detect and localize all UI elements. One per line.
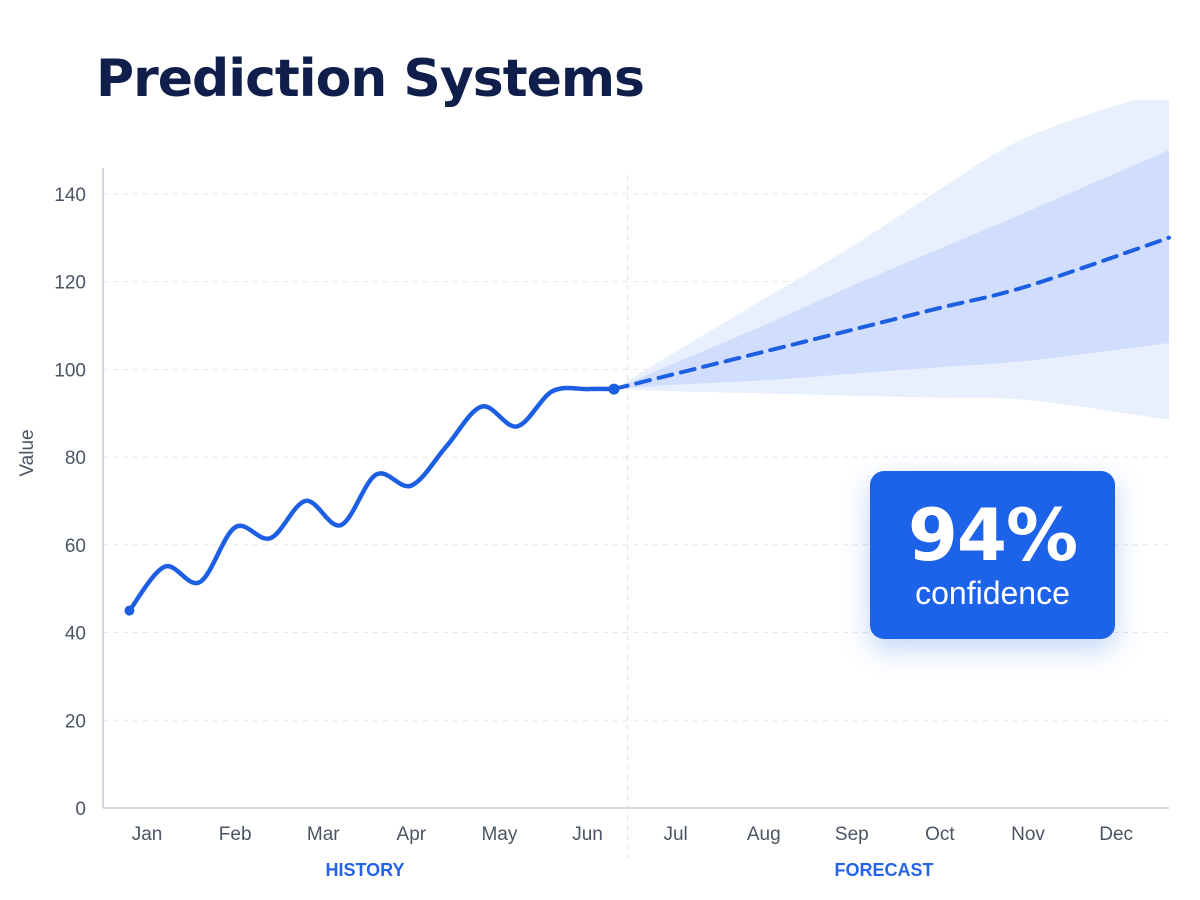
x-tick-label-nov: Nov (1011, 824, 1045, 845)
gridlines (103, 193, 1169, 721)
x-tick-label-jun: Jun (572, 824, 603, 845)
confidence-label: confidence (915, 575, 1070, 611)
x-tick-label-may: May (481, 824, 517, 845)
y-tick-label-100: 100 (54, 360, 86, 381)
x-tick-label-jul: Jul (663, 824, 687, 845)
inner-confidence-band (614, 150, 1169, 390)
x-tick-label-jan: Jan (132, 824, 163, 845)
x-tick-label-apr: Apr (397, 824, 427, 845)
axes (102, 168, 1169, 858)
page-title: Prediction Systems (96, 49, 645, 109)
x-tick-label-dec: Dec (1099, 824, 1133, 845)
y-tick-label-40: 40 (65, 624, 86, 645)
y-tick-label-80: 80 (65, 448, 86, 469)
x-tick-label-mar: Mar (307, 824, 340, 845)
x-tick-label-aug: Aug (747, 824, 781, 845)
series (124, 235, 1171, 616)
history-section-label: HISTORY (325, 860, 404, 880)
y-tick-label-0: 0 (75, 799, 86, 820)
y-tick-label-120: 120 (54, 273, 86, 294)
forecast-section-label: FORECAST (835, 860, 934, 880)
x-tick-labels: Jan Feb Mar Apr May Jun Jul Aug Sep Oct Nov Dec (132, 824, 1133, 845)
confidence-badge: 94% confidence (870, 471, 1115, 639)
history-line (127, 385, 617, 613)
y-axis-title: Value (17, 429, 38, 476)
y-tick-label-140: 140 (54, 185, 86, 206)
history-end-point (608, 383, 620, 395)
x-tick-label-feb: Feb (219, 824, 252, 845)
confidence-bands (614, 100, 1169, 420)
x-tick-label-sep: Sep (835, 824, 869, 845)
confidence-value: 94% (907, 493, 1078, 577)
history-start-point (124, 605, 135, 616)
y-tick-label-60: 60 (65, 536, 86, 557)
y-tick-labels: 0 20 40 60 80 100 120 140 (54, 185, 86, 820)
forecast-line (612, 235, 1171, 392)
x-tick-label-oct: Oct (925, 824, 955, 845)
y-tick-label-20: 20 (65, 711, 86, 732)
